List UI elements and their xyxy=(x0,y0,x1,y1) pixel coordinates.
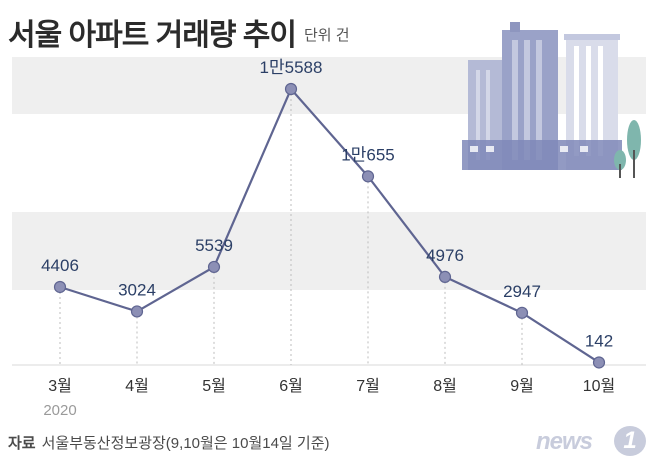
x-tick-label: 6월 xyxy=(279,377,303,395)
unit-label: 단위 건 xyxy=(304,27,350,44)
data-point xyxy=(284,82,298,96)
data-point xyxy=(207,260,221,274)
data-label: 4976 xyxy=(426,246,464,265)
source-text: 서울부동산정보광장(9,10월은 10월14일 기준) xyxy=(41,435,330,452)
news1-logo: news 1 xyxy=(536,426,652,458)
data-label: 3024 xyxy=(118,280,156,299)
x-tick-label: 7월 xyxy=(356,377,380,395)
data-point xyxy=(130,305,144,318)
data-point xyxy=(515,306,529,319)
logo-number: 1 xyxy=(614,426,646,456)
data-point xyxy=(53,280,67,294)
data-label: 1만5588 xyxy=(260,58,323,77)
data-point xyxy=(438,270,452,283)
logo-text: news xyxy=(536,428,593,455)
x-tick-label: 5월 xyxy=(202,377,226,395)
x-tick-label: 4월 xyxy=(125,377,149,395)
data-label: 2947 xyxy=(503,282,541,301)
background-band xyxy=(12,212,646,290)
x-tick-label: 8월 xyxy=(433,377,457,395)
chart-title: 서울 아파트 거래량 추이 xyxy=(8,19,297,52)
data-label: 1만655 xyxy=(341,145,394,164)
data-point xyxy=(361,170,375,183)
data-label: 142 xyxy=(585,331,613,350)
x-tick-label: 10월 xyxy=(583,377,616,395)
series-line xyxy=(59,86,600,364)
year-label: 2020 xyxy=(43,402,76,419)
x-tick-label: 9월 xyxy=(510,377,534,395)
data-point xyxy=(592,356,606,369)
apartment-buildings-illustration xyxy=(462,22,641,178)
line-chart: 4406 3024 5539 1만5588 1만655 4976 2947 142 3월 4월 5… xyxy=(12,22,646,419)
source-note: 자료 서울부동산정보광장(9,10월은 10월14일 기준) xyxy=(8,432,330,453)
data-label: 5539 xyxy=(195,236,233,255)
data-label: 4406 xyxy=(41,256,79,275)
x-tick-label: 3월 xyxy=(48,377,72,395)
source-label: 자료 xyxy=(8,435,36,452)
